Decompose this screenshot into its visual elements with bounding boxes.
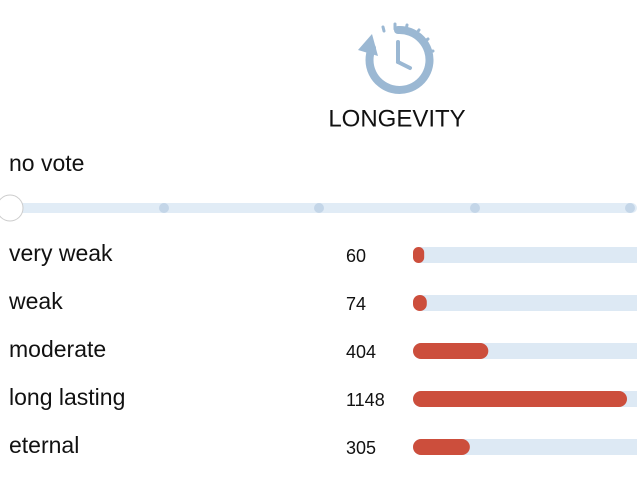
slider-knob[interactable]	[0, 194, 24, 222]
slider-stop[interactable]	[159, 203, 169, 213]
row-label: long lasting	[9, 384, 125, 410]
row-count: 60	[346, 246, 366, 266]
bar-track	[413, 247, 637, 263]
rows: very weak 60 weak 74 moderate 404 long lasting…	[8, 240, 637, 458]
row-count: 1148	[346, 390, 385, 410]
bar	[413, 295, 427, 311]
bar	[413, 247, 425, 263]
row-count: 404	[346, 342, 376, 362]
bar-track	[413, 295, 637, 311]
bar	[413, 343, 489, 359]
clock-icon	[358, 22, 435, 94]
vote-label: no vote	[9, 150, 84, 176]
title: LONGEVITY	[328, 105, 465, 132]
slider-stop[interactable]	[470, 203, 480, 213]
row-count: 305	[346, 438, 376, 458]
slider-stop[interactable]	[625, 203, 635, 213]
row-count: 74	[346, 294, 366, 314]
row-label: eternal	[9, 432, 79, 458]
bar	[413, 439, 470, 455]
row-label: very weak	[9, 240, 113, 266]
bar	[413, 391, 627, 407]
row-label: weak	[8, 288, 63, 314]
slider-stop[interactable]	[314, 203, 324, 213]
vote-slider[interactable]	[0, 194, 637, 222]
row-label: moderate	[9, 336, 106, 362]
bar-track	[413, 439, 637, 455]
